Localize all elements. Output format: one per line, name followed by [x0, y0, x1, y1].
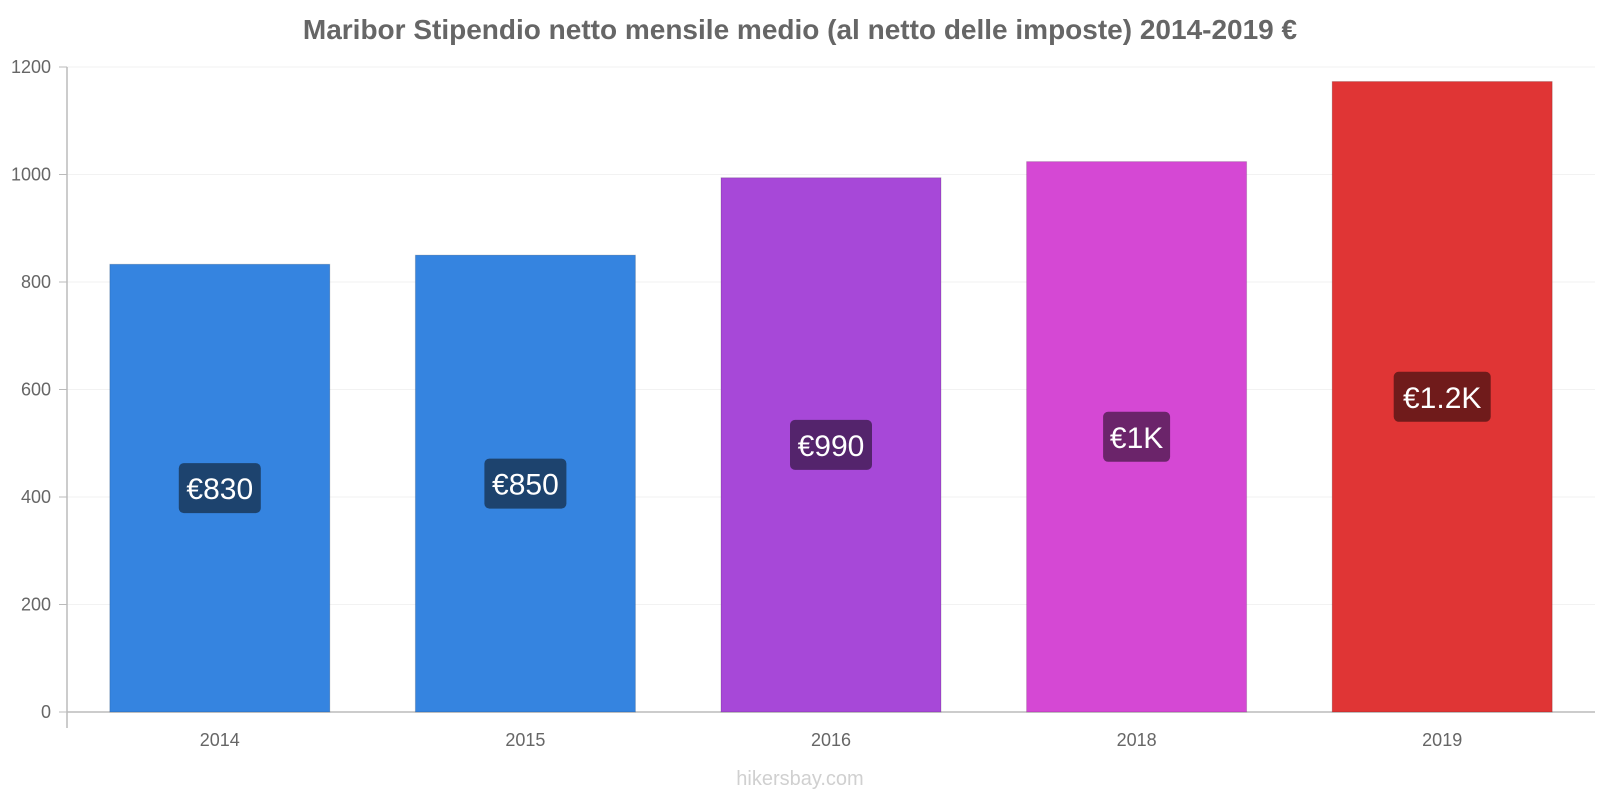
x-tick-label: 2015 — [505, 730, 545, 750]
y-tick-label: 1200 — [11, 57, 51, 77]
x-tick-label: 2019 — [1422, 730, 1462, 750]
y-tick-label: 0 — [41, 702, 51, 722]
data-label-box — [178, 463, 261, 514]
data-label-box — [790, 419, 872, 470]
x-tick-label: 2016 — [811, 730, 851, 750]
data-label: €1K — [1110, 422, 1163, 455]
y-tick-label: 1000 — [11, 165, 51, 185]
x-tick-label: 2018 — [1117, 730, 1157, 750]
y-tick-label: 600 — [21, 380, 51, 400]
y-tick-label: 800 — [21, 272, 51, 292]
data-label: €990 — [798, 430, 865, 463]
data-label-box — [1103, 411, 1171, 462]
bars — [109, 81, 1553, 713]
chart-title: Maribor Stipendio netto mensile medio (a… — [302, 14, 1298, 45]
data-label-box — [1393, 371, 1491, 422]
x-tick-label: 2014 — [200, 730, 240, 750]
data-labels: €830 €850 €990 €1K €1.2K — [178, 371, 1491, 514]
y-tick-label: 400 — [21, 487, 51, 507]
data-label: €830 — [186, 473, 253, 506]
data-label: €850 — [492, 469, 559, 502]
y-tick-label: 200 — [21, 595, 51, 615]
data-label-box — [484, 458, 567, 509]
data-label: €1.2K — [1403, 382, 1481, 415]
watermark: hikersbay.com — [736, 768, 864, 790]
